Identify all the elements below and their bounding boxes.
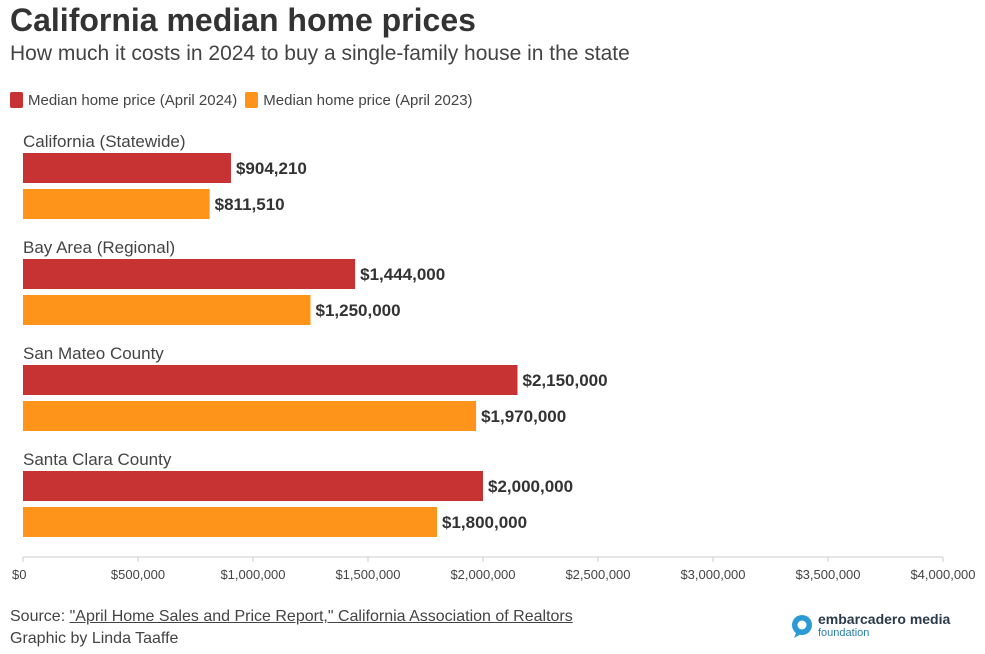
chart-title: California median home prices bbox=[10, 2, 476, 38]
legend-swatch-2023 bbox=[245, 92, 259, 108]
legend-label-2023: Median home price (April 2023) bbox=[263, 91, 473, 109]
category-label: Santa Clara County bbox=[23, 450, 172, 469]
bar-2024 bbox=[23, 471, 483, 501]
bar-value-label: $2,150,000 bbox=[523, 371, 608, 390]
x-tick-label: $500,000 bbox=[111, 567, 165, 582]
x-tick-label: $3,000,000 bbox=[680, 567, 745, 582]
x-tick-label: $4,000,000 bbox=[910, 567, 975, 582]
logo-name: embarcadero media bbox=[818, 611, 951, 627]
x-tick-label: $1,500,000 bbox=[335, 567, 400, 582]
bar-2023 bbox=[23, 401, 477, 431]
x-tick-label: $3,500,000 bbox=[795, 567, 860, 582]
bar-chart: California (Statewide) $904,210 $811,510 Ba… bbox=[12, 132, 976, 582]
x-tick-label: $1,000,000 bbox=[220, 567, 285, 582]
bar-2023 bbox=[23, 295, 311, 325]
legend-label-2024: Median home price (April 2024) bbox=[28, 91, 238, 109]
bar-value-label: $2,000,000 bbox=[488, 477, 573, 496]
bar-value-label: $904,210 bbox=[236, 159, 307, 178]
bar-2024 bbox=[23, 259, 356, 289]
bar-value-label: $811,510 bbox=[215, 195, 285, 214]
bar-value-label: $1,970,000 bbox=[481, 407, 566, 426]
bar-value-label: $1,444,000 bbox=[360, 265, 445, 284]
bar-2024 bbox=[23, 365, 518, 395]
source-prefix: Source: bbox=[10, 608, 70, 625]
legend-item-2024[interactable]: Median home price (April 2024) bbox=[10, 92, 237, 109]
legend: Median home price (April 2024) Median ho… bbox=[10, 90, 481, 110]
category-label: San Mateo County bbox=[23, 344, 164, 363]
x-tick-label: $2,000,000 bbox=[450, 567, 515, 582]
x-tick-label: $2,500,000 bbox=[565, 567, 630, 582]
chart-subtitle: How much it costs in 2024 to buy a singl… bbox=[10, 42, 630, 65]
graphic-credit: Graphic by Linda Taaffe bbox=[10, 630, 179, 647]
category-label: Bay Area (Regional) bbox=[23, 238, 175, 257]
source-note: Source: "April Home Sales and Price Repo… bbox=[10, 608, 573, 626]
legend-item-2023[interactable]: Median home price (April 2023) bbox=[245, 91, 473, 109]
bar-value-label: $1,800,000 bbox=[442, 513, 527, 532]
logo-sub: foundation bbox=[818, 627, 870, 639]
category-label: California (Statewide) bbox=[23, 132, 186, 151]
embarcadero-logo[interactable]: embarcadero media foundation bbox=[790, 612, 950, 639]
bar-2023 bbox=[23, 507, 437, 537]
bar-2024 bbox=[23, 153, 231, 183]
legend-swatch-2024 bbox=[10, 92, 23, 108]
x-tick-label: $0 bbox=[12, 567, 26, 582]
bar-2023 bbox=[23, 189, 210, 219]
source-link[interactable]: "April Home Sales and Price Report," Cal… bbox=[69, 608, 573, 625]
bar-value-label: $1,250,000 bbox=[316, 301, 401, 320]
speech-bubble-icon bbox=[792, 614, 812, 638]
